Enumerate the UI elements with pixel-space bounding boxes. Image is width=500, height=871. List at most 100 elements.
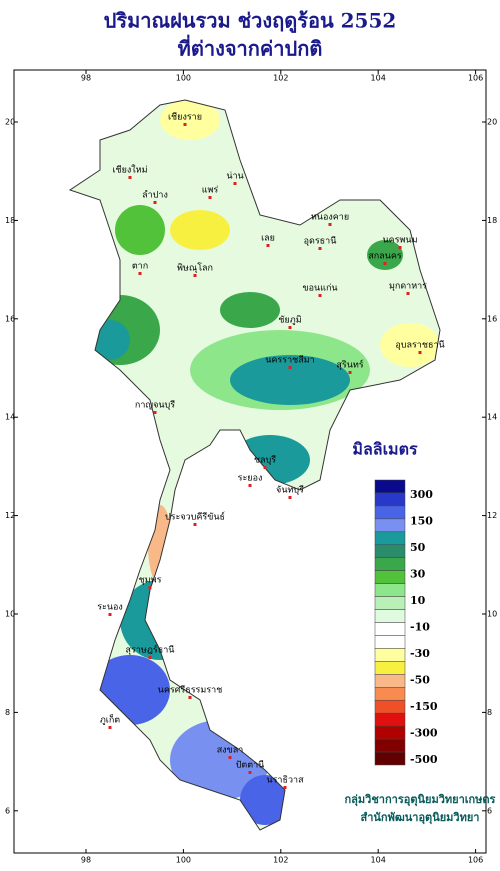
- lon-label: 102: [273, 74, 288, 83]
- station-dot: [248, 771, 252, 774]
- station-dot: [193, 523, 197, 526]
- station-dot: [406, 292, 410, 295]
- legend-swatch: [374, 687, 406, 701]
- place-label: เชียงใหม่: [112, 165, 147, 176]
- station-dot: [188, 696, 192, 699]
- place-label: ชลบุรี: [254, 455, 276, 466]
- legend-swatch: [374, 648, 406, 662]
- legend-label: 150: [410, 515, 433, 528]
- legend-swatch: [374, 492, 406, 507]
- station-dot: [148, 656, 152, 659]
- place-label: สกลนคร: [368, 252, 402, 262]
- place-label: ชัยภูมิ: [278, 315, 301, 326]
- legend-swatch: [374, 544, 406, 558]
- station-dot: [348, 371, 352, 374]
- lat-label: 6: [487, 806, 492, 815]
- station-dot: [263, 466, 267, 469]
- legend-title: มิลลิเมตร: [352, 440, 418, 459]
- place-label: นครพนม: [382, 236, 417, 246]
- place-label: สงขลา: [217, 746, 244, 756]
- station-dot: [318, 247, 322, 250]
- lon-label: 100: [176, 74, 191, 83]
- place-label: หนองคาย: [311, 213, 349, 223]
- legend-swatch: [374, 531, 406, 546]
- place-label: นครศรีธรรมราช: [158, 685, 223, 696]
- lat-label: 12: [487, 511, 497, 520]
- lon-label: 102: [273, 856, 288, 865]
- place-label: พิษณุโลก: [177, 263, 213, 274]
- legend-swatch: [374, 479, 406, 494]
- station-dot: [383, 262, 387, 265]
- lat-label: 16: [5, 314, 15, 323]
- station-dot: [283, 786, 287, 789]
- map-area: [69, 99, 441, 831]
- legend-swatch: [374, 518, 406, 533]
- legend-swatch: [374, 583, 406, 597]
- legend-label: -10: [410, 621, 430, 634]
- legend-swatch: [374, 725, 406, 740]
- station-dot: [108, 613, 112, 616]
- station-dot: [288, 496, 292, 499]
- place-label: กาญจนบุรี: [135, 400, 175, 411]
- lat-label: 18: [487, 216, 497, 225]
- station-dot: [153, 411, 157, 414]
- lat-label: 8: [5, 708, 10, 717]
- credit-line: กลุ่มวิชาการอุตุนิยมวิทยาเกษตร: [345, 793, 496, 807]
- lon-label: 104: [371, 74, 386, 83]
- lon-label: 106: [468, 856, 483, 865]
- legend-label: 10: [410, 594, 426, 607]
- lon-label: 98: [81, 856, 91, 865]
- legend-label: 300: [410, 488, 433, 501]
- lon-label: 100: [176, 856, 191, 865]
- rain-fields: [80, 100, 440, 825]
- place-label: อุดรธานี: [304, 236, 337, 247]
- place-label: น่าน: [226, 172, 243, 182]
- place-label: ขอนแก่น: [302, 284, 337, 294]
- legend-label: -300: [410, 727, 438, 740]
- country-shape: [70, 100, 440, 830]
- place-label: นราธิวาส: [266, 775, 304, 786]
- legend-swatch: [374, 674, 406, 688]
- lat-label: 10: [5, 610, 15, 619]
- station-dot: [108, 726, 112, 729]
- legend-swatch: [374, 635, 406, 649]
- legend-label: -30: [410, 647, 430, 660]
- legend-swatch: [374, 751, 406, 766]
- legend-swatch: [374, 505, 406, 520]
- station-dot: [183, 123, 187, 126]
- station-dot: [208, 196, 212, 199]
- place-label: สุรินทร์: [336, 359, 363, 371]
- legend-label: -50: [410, 674, 430, 687]
- station-dot: [328, 223, 332, 226]
- legend-label: -500: [410, 753, 438, 766]
- legend-swatch: [374, 738, 406, 753]
- legend-swatch: [374, 699, 406, 714]
- station-dot: [148, 586, 152, 589]
- station-dot: [233, 182, 237, 185]
- lon-label: 106: [468, 74, 483, 83]
- station-dot: [128, 176, 132, 179]
- place-label: เชียงราย: [168, 112, 202, 123]
- station-dot: [248, 484, 252, 487]
- station-dot: [318, 294, 322, 297]
- station-dot: [138, 272, 142, 275]
- lat-label: 20: [487, 118, 497, 127]
- legend-swatch: [374, 557, 406, 571]
- place-label: ระนอง: [97, 603, 123, 613]
- lat-label: 8: [487, 708, 492, 717]
- place-label: จันทบุรี: [276, 485, 304, 496]
- place-label: นครราชสีมา: [265, 355, 314, 366]
- place-label: มุกดาหาร: [389, 282, 427, 292]
- legend-swatch: [374, 596, 406, 610]
- station-dot: [418, 351, 422, 354]
- legend-swatch: [374, 712, 406, 727]
- place-label: ระยอง: [238, 474, 263, 484]
- lon-label: 98: [81, 74, 91, 83]
- station-dot: [266, 244, 270, 247]
- place-label: ปัตตานี: [236, 760, 265, 771]
- legend-swatch: [374, 570, 406, 584]
- legend-swatch: [374, 622, 406, 636]
- station-dot: [288, 326, 292, 329]
- place-label: แพร่: [202, 186, 219, 196]
